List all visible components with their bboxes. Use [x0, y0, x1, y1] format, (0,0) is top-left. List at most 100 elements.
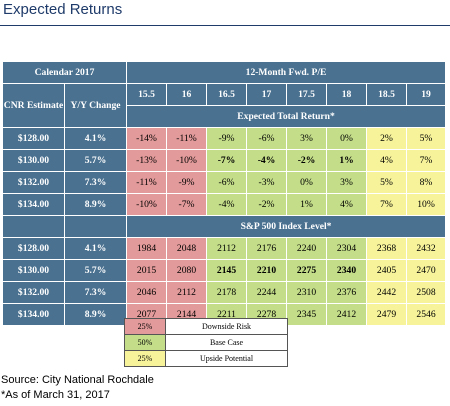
value-cell: 1984: [126, 237, 168, 260]
pe-value-header: 15.5: [126, 83, 168, 106]
value-cell: 2275: [286, 259, 328, 282]
value-cell: 10%: [406, 193, 447, 216]
value-cell: 7%: [406, 149, 447, 172]
estimate-cell: $134.00: [2, 193, 65, 216]
value-cell: -6%: [206, 171, 248, 194]
value-cell: 2176: [246, 237, 288, 260]
change-cell: 8.9%: [63, 303, 128, 326]
title-divider: [0, 25, 450, 26]
value-cell: 2304: [326, 237, 368, 260]
value-cell: 2340: [326, 259, 368, 282]
legend-swatch: 50%: [124, 334, 166, 351]
change-cell: 4.1%: [63, 237, 128, 260]
value-cell: 8%: [406, 171, 447, 194]
value-cell: -14%: [126, 127, 168, 150]
value-cell: 1%: [286, 193, 328, 216]
yy-change-header: Y/Y Change: [63, 83, 128, 128]
value-cell: -9%: [166, 171, 208, 194]
value-cell: -13%: [126, 149, 168, 172]
value-cell: 4%: [326, 193, 368, 216]
value-cell: 2479: [366, 303, 408, 326]
footnote-text: *As of March 31, 2017: [1, 389, 110, 401]
pe-value-header: 18: [326, 83, 368, 106]
value-cell: 2046: [126, 281, 168, 304]
value-cell: 2405: [366, 259, 408, 282]
index-row: $130.00 5.7% 2015 2080 2145 2210 2275 2340 2405 2…: [2, 259, 447, 282]
value-cell: -4%: [246, 149, 288, 172]
value-cell: 0%: [286, 171, 328, 194]
pe-header: 12-Month Fwd. P/E: [126, 61, 447, 84]
expected-returns-table: Calendar 2017 12-Month Fwd. P/E CNR Estima…: [1, 61, 447, 326]
value-cell: 2%: [366, 127, 408, 150]
pe-value-header: 18.5: [366, 83, 408, 106]
value-cell: -2%: [246, 193, 288, 216]
value-cell: 2048: [166, 237, 208, 260]
value-cell: -7%: [166, 193, 208, 216]
value-cell: 2432: [406, 237, 447, 260]
change-cell: 7.3%: [63, 171, 128, 194]
value-cell: 2112: [166, 281, 208, 304]
value-cell: 5%: [366, 171, 408, 194]
calendar-header: Calendar 2017: [1, 61, 128, 84]
legend-label: Upside Potential: [165, 350, 288, 367]
value-cell: 0%: [326, 127, 368, 150]
value-cell: 3%: [326, 171, 368, 194]
estimate-cell: $132.00: [2, 281, 65, 304]
change-cell: 5.7%: [63, 149, 128, 172]
pe-value-header: 17.5: [286, 83, 328, 106]
value-cell: 2412: [326, 303, 368, 326]
legend-label: Downside Risk: [165, 318, 288, 335]
return-row: $134.00 8.9% -10% -7% -4% -2% 1% 4% 7% 10%: [2, 193, 447, 216]
value-cell: 3%: [286, 127, 328, 150]
legend-swatch: 25%: [124, 350, 166, 367]
value-cell: 2470: [406, 259, 447, 282]
header-row-pe-values: CNR Estimate Y/Y Change 15.5 16 16.5 17 17.5 18…: [2, 83, 447, 128]
estimate-cell: $130.00: [2, 259, 65, 282]
value-cell: 2145: [206, 259, 248, 282]
value-cell: 2508: [406, 281, 447, 304]
return-row: $128.00 4.1% -14% -11% -9% -6% 3% 0% 2% 5%: [2, 127, 447, 150]
legend-label: Base Case: [165, 334, 288, 351]
legend-row: 25% Downside Risk: [124, 318, 288, 335]
header-row-etr: Expected Total Return*: [3, 105, 447, 128]
change-cell: 7.3%: [63, 281, 128, 304]
header-row-top: Calendar 2017 12-Month Fwd. P/E: [1, 61, 447, 84]
expected-return-header: Expected Total Return*: [126, 105, 447, 128]
value-cell: -11%: [166, 127, 208, 150]
estimate-cell: $128.00: [2, 127, 65, 150]
value-cell: -10%: [166, 149, 208, 172]
change-cell: 4.1%: [63, 127, 128, 150]
value-cell: 2442: [366, 281, 408, 304]
blank-left-cell: [2, 215, 65, 238]
value-cell: 7%: [366, 193, 408, 216]
value-cell: -10%: [126, 193, 168, 216]
header-row-sp: S&P 500 Index Level*: [2, 215, 447, 238]
value-cell: -3%: [246, 171, 288, 194]
value-cell: -4%: [206, 193, 248, 216]
value-cell: 2015: [126, 259, 168, 282]
estimate-cell: $128.00: [2, 237, 65, 260]
pe-value-header: 16: [166, 83, 208, 106]
value-cell: 2368: [366, 237, 408, 260]
estimate-cell: $132.00: [2, 171, 65, 194]
value-cell: -9%: [206, 127, 248, 150]
value-cell: -6%: [246, 127, 288, 150]
cnr-estimate-header: CNR Estimate: [2, 83, 65, 128]
value-cell: 2345: [286, 303, 328, 326]
estimate-cell: $130.00: [2, 149, 65, 172]
blank-left-cell: [63, 215, 128, 238]
change-cell: 5.7%: [63, 259, 128, 282]
value-cell: 2240: [286, 237, 328, 260]
value-cell: 2310: [286, 281, 328, 304]
pe-value-header: 17: [246, 83, 288, 106]
value-cell: -7%: [206, 149, 248, 172]
value-cell: 1%: [326, 149, 368, 172]
value-cell: -11%: [126, 171, 168, 194]
value-cell: 4%: [366, 149, 408, 172]
source-text: Source: City National Rochdale: [1, 374, 154, 386]
value-cell: 2244: [246, 281, 288, 304]
value-cell: 2178: [206, 281, 248, 304]
legend-row: 50% Base Case: [124, 334, 288, 351]
change-cell: 8.9%: [63, 193, 128, 216]
return-row: $130.00 5.7% -13% -10% -7% -4% -2% 1% 4% 7%: [2, 149, 447, 172]
